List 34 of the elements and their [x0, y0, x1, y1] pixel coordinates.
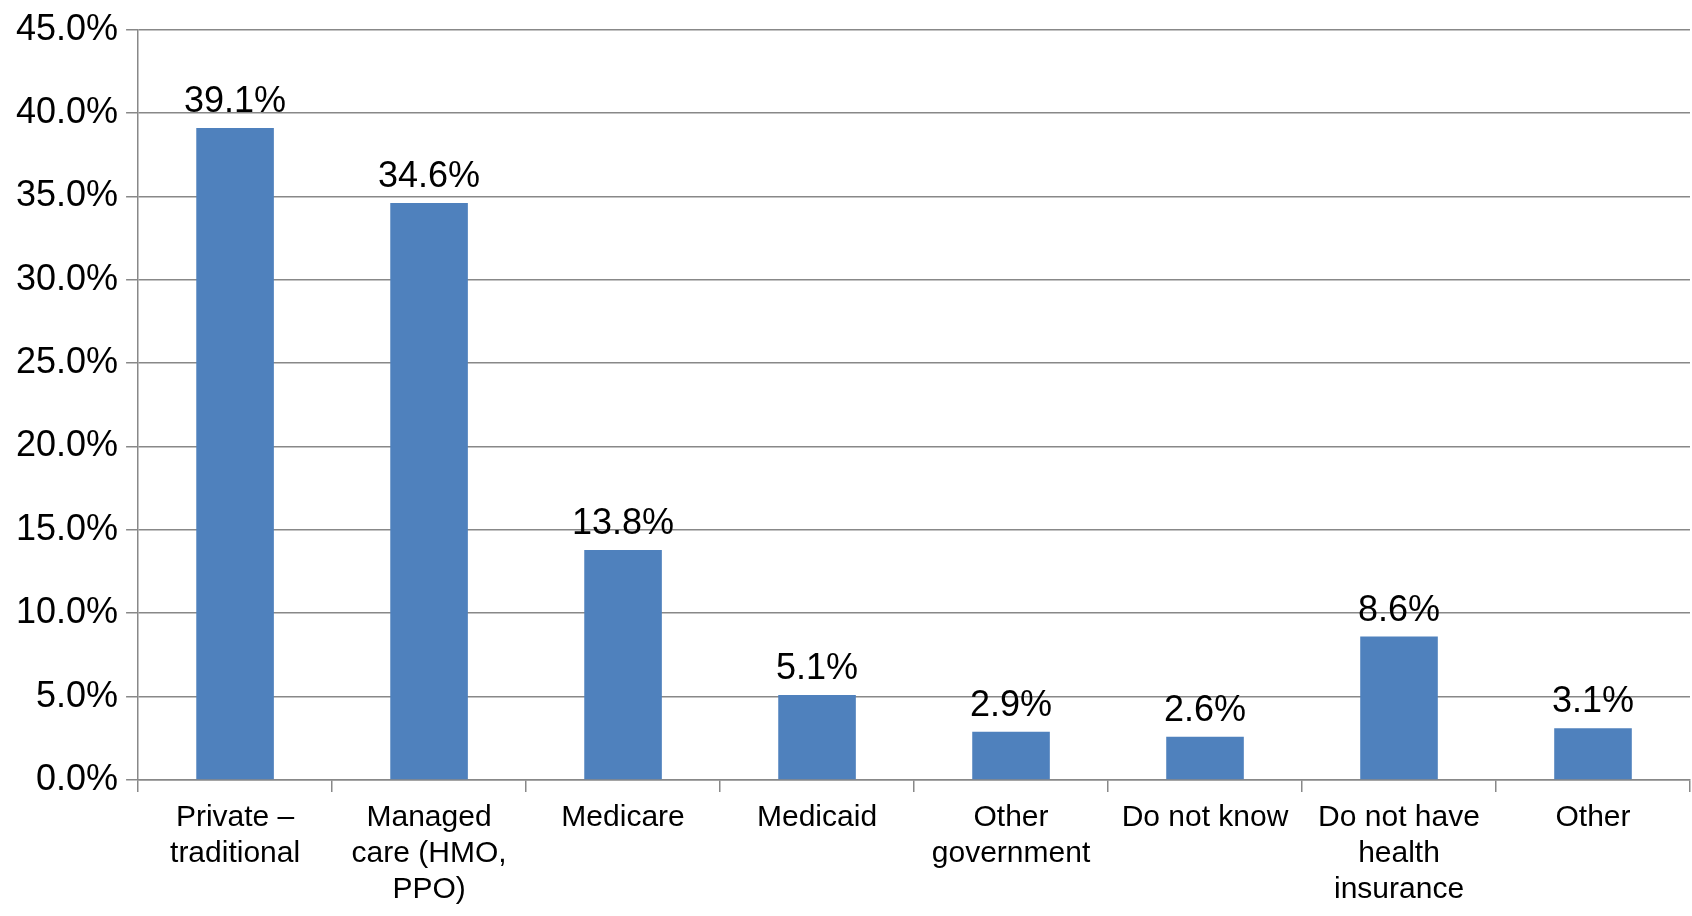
x-tick-label: Other government: [931, 799, 1091, 869]
y-tick-label: 45.0%: [16, 6, 119, 48]
x-tick-label: Medicare: [561, 799, 685, 833]
data-label: 13.8%: [572, 500, 675, 542]
x-tick-label: Private – traditional: [170, 799, 301, 869]
data-label: 34.6%: [378, 153, 481, 195]
bar: [1360, 636, 1438, 780]
data-label: 3.1%: [1551, 679, 1635, 721]
y-tick-label: 20.0%: [16, 423, 119, 465]
data-label: 5.1%: [776, 645, 859, 687]
y-tick-label: 10.0%: [16, 590, 119, 632]
y-tick-label: 5.0%: [36, 673, 119, 715]
y-tick-label: 35.0%: [16, 173, 119, 215]
data-label: 2.6%: [1163, 687, 1247, 729]
y-tick-label: 30.0%: [16, 256, 119, 298]
data-label: 2.9%: [970, 682, 1053, 724]
x-tick-label: Do not have health insurance: [1318, 799, 1480, 905]
y-tick-label: 25.0%: [16, 340, 119, 382]
y-tick-label: 40.0%: [16, 89, 119, 131]
bar: [584, 549, 662, 780]
bar: [1166, 736, 1244, 780]
x-tick-label: Do not know: [1121, 799, 1289, 833]
bar: [390, 203, 468, 780]
bar: [196, 127, 274, 780]
bar: [1554, 728, 1632, 780]
data-label: 39.1%: [184, 78, 287, 120]
x-tick-label: Managed care (HMO, PPO): [351, 799, 507, 905]
data-label: 8.6%: [1357, 587, 1441, 629]
bar: [972, 731, 1050, 780]
x-tick-label: Medicaid: [757, 799, 878, 833]
y-tick-label: 0.0%: [36, 756, 119, 798]
bar: [778, 694, 856, 780]
y-tick-label: 15.0%: [16, 506, 119, 548]
x-tick-label: Other: [1555, 799, 1631, 833]
